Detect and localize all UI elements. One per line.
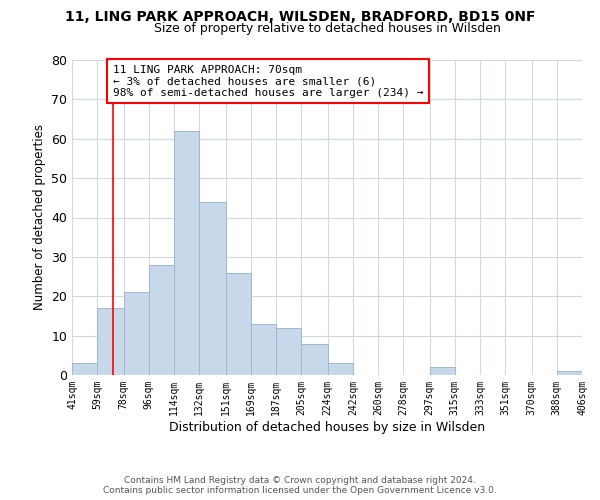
Bar <box>301 344 328 375</box>
Bar <box>124 292 149 375</box>
Bar <box>328 363 353 375</box>
Bar <box>199 202 226 375</box>
Title: Size of property relative to detached houses in Wilsden: Size of property relative to detached ho… <box>154 22 500 35</box>
Bar <box>149 265 174 375</box>
Bar <box>97 308 124 375</box>
Bar <box>72 363 97 375</box>
Bar <box>226 272 251 375</box>
Bar <box>174 131 199 375</box>
Text: Contains HM Land Registry data © Crown copyright and database right 2024.
Contai: Contains HM Land Registry data © Crown c… <box>103 476 497 495</box>
Text: 11 LING PARK APPROACH: 70sqm
← 3% of detached houses are smaller (6)
98% of semi: 11 LING PARK APPROACH: 70sqm ← 3% of det… <box>113 64 424 98</box>
Bar <box>557 371 582 375</box>
Bar <box>276 328 301 375</box>
Bar <box>430 367 455 375</box>
X-axis label: Distribution of detached houses by size in Wilsden: Distribution of detached houses by size … <box>169 420 485 434</box>
Y-axis label: Number of detached properties: Number of detached properties <box>32 124 46 310</box>
Bar <box>251 324 276 375</box>
Text: 11, LING PARK APPROACH, WILSDEN, BRADFORD, BD15 0NF: 11, LING PARK APPROACH, WILSDEN, BRADFOR… <box>65 10 535 24</box>
